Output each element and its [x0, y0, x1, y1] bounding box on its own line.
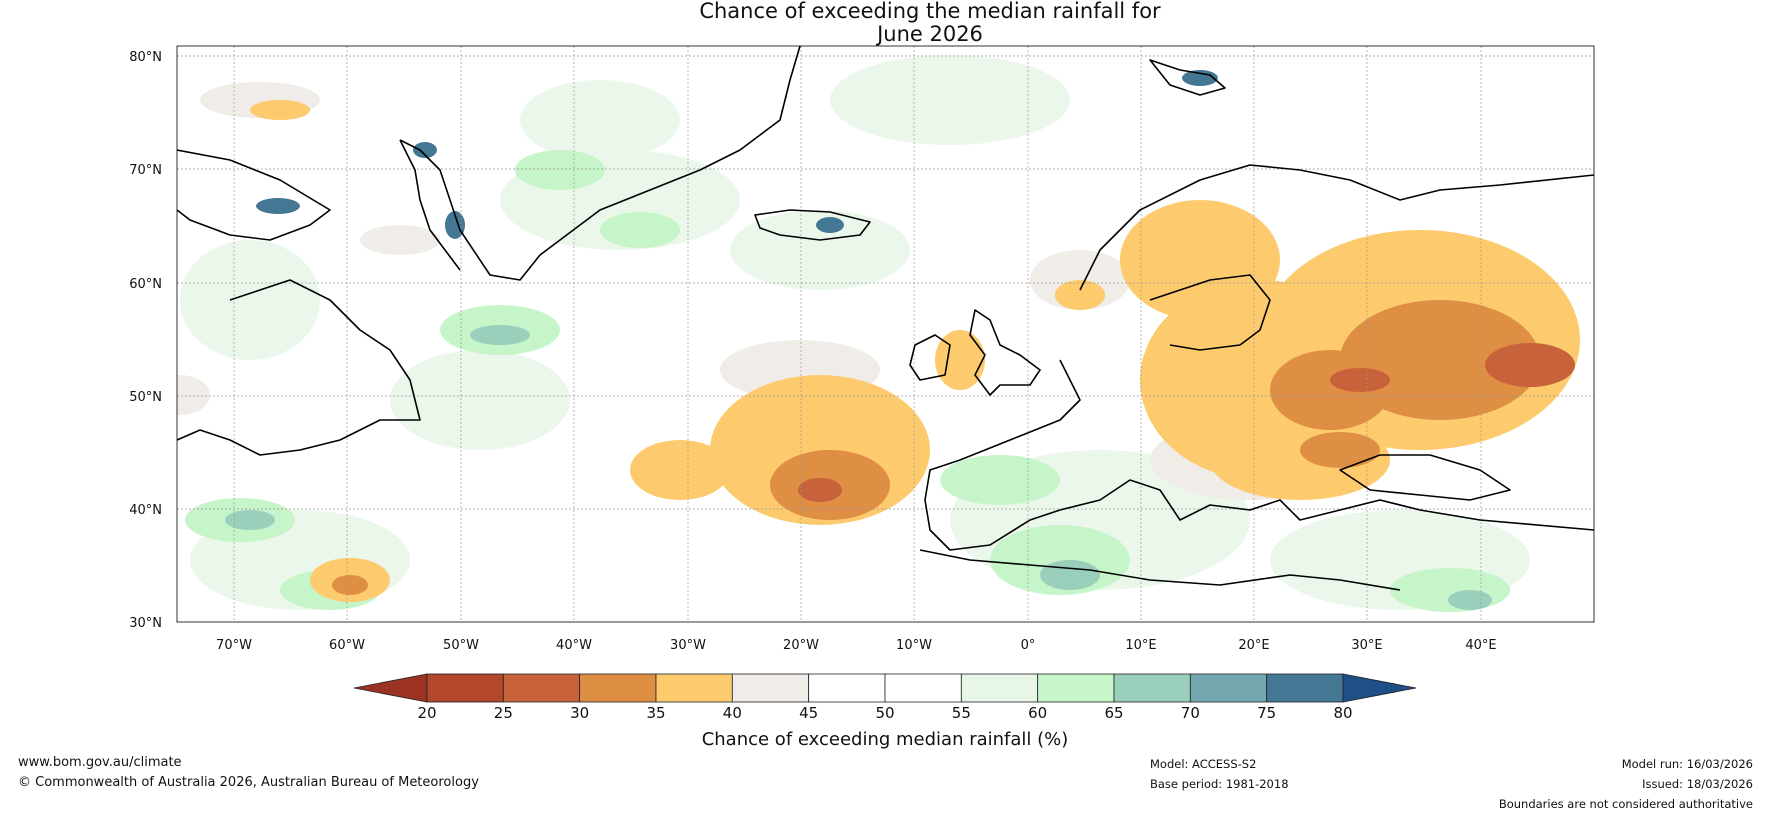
colorbar: 20 25 30 35 40 45 50 55 60 65 70 75 80 Chance of exc… — [353, 673, 1417, 750]
coastlines — [177, 46, 1594, 591]
boundaries-disclaimer: Boundaries are not considered authoritat… — [1498, 797, 1753, 811]
lat-label: 80°N — [129, 50, 162, 65]
colorbar-tick-label: 45 — [799, 704, 818, 722]
black-sea — [1339, 454, 1511, 501]
colorbar-segment — [1189, 673, 1268, 703]
lon-label: 30°E — [1351, 638, 1382, 653]
baltic-coast — [1149, 274, 1271, 351]
scandinavia-coast — [1079, 164, 1594, 291]
colorbar-tick-label: 30 — [570, 704, 589, 722]
title-line-1: Chance of exceeding the median rainfall … — [699, 0, 1161, 23]
lon-label: 40°E — [1465, 638, 1496, 653]
lat-label: 40°N — [129, 503, 162, 518]
base-period: Base period: 1981-2018 — [1150, 777, 1289, 791]
lon-label: 10°E — [1125, 638, 1156, 653]
colorbar-tick-label: 55 — [952, 704, 971, 722]
europe-atlantic-coast — [924, 359, 1081, 551]
colorbar-tick-label: 40 — [723, 704, 742, 722]
lon-label: 10°W — [896, 638, 932, 653]
map-title: Chance of exceeding the median rainfall … — [0, 0, 1770, 46]
title-line-2: June 2026 — [877, 22, 983, 46]
colorbar-segment — [655, 673, 733, 703]
colorbar-segment — [731, 673, 810, 703]
colorbar-segment — [426, 673, 504, 703]
longitude-labels: 70°W 60°W 50°W 40°W 30°W 20°W 10°W 0° 10… — [216, 638, 1497, 653]
lon-label: 70°W — [216, 638, 252, 653]
model-name: Model: ACCESS-S2 — [1150, 757, 1257, 771]
colorbar-segments — [426, 673, 1344, 703]
dry-patches-25-30 — [798, 343, 1575, 502]
labrador-coast — [177, 279, 421, 456]
lat-label: 60°N — [129, 277, 162, 292]
colorbar-tick-label: 70 — [1181, 704, 1200, 722]
colorbar-tick-label: 80 — [1333, 704, 1352, 722]
gridlines — [177, 46, 1594, 622]
lon-label: 20°W — [783, 638, 819, 653]
copyright-text: © Commonwealth of Australia 2026, Austra… — [18, 775, 479, 790]
colorbar-tick-label: 25 — [494, 704, 513, 722]
britain-coast — [969, 309, 1041, 396]
colorbar-segment — [579, 673, 657, 703]
colorbar-tick-label: 20 — [417, 704, 436, 722]
colorbar-tick-label: 65 — [1104, 704, 1123, 722]
colorbar-under-arrow — [353, 673, 428, 703]
colorbar-segment — [884, 673, 962, 703]
lon-label: 40°W — [556, 638, 592, 653]
rainfall-field — [177, 55, 1580, 612]
colorbar-segment — [1113, 673, 1191, 703]
colorbar-segment — [960, 673, 1039, 703]
colorbar-tick-label: 75 — [1257, 704, 1276, 722]
baffin-coast — [177, 149, 331, 241]
lon-label: 60°W — [329, 638, 365, 653]
mediterranean-north — [1059, 479, 1594, 531]
north-africa-coast — [919, 549, 1401, 591]
website-link[interactable]: www.bom.gov.au/climate — [18, 755, 182, 770]
colorbar-segment — [1037, 673, 1115, 703]
greenland-coast — [399, 46, 801, 281]
greenland-west — [399, 139, 461, 271]
lon-label: 0° — [1021, 638, 1036, 653]
iceland-coast — [754, 209, 871, 241]
lat-label: 50°N — [129, 390, 162, 405]
colorbar-ticks: 20 25 30 35 40 45 50 55 60 65 70 75 80 — [417, 704, 1352, 722]
colorbar-segment — [808, 673, 886, 703]
svalbard — [1149, 59, 1226, 96]
issued-date: Issued: 18/03/2026 — [1642, 777, 1753, 791]
lon-label: 20°E — [1238, 638, 1269, 653]
lat-label: 70°N — [129, 163, 162, 178]
colorbar-segment — [1266, 673, 1344, 703]
colorbar-segment — [502, 673, 581, 703]
colorbar-tick-label: 35 — [646, 704, 665, 722]
map-frame — [176, 45, 1595, 623]
lon-label: 50°W — [443, 638, 479, 653]
lat-label: 30°N — [129, 616, 162, 631]
colorbar-over-arrow — [1342, 673, 1417, 703]
colorbar-tick-label: 60 — [1028, 704, 1047, 722]
model-run: Model run: 16/03/2026 — [1621, 757, 1753, 771]
wet-spots — [256, 70, 1218, 239]
latitude-labels: 80°N 70°N 60°N 50°N 40°N 30°N — [129, 50, 162, 631]
lon-label: 30°W — [670, 638, 706, 653]
ireland-coast — [909, 334, 951, 381]
colorbar-tick-label: 50 — [875, 704, 894, 722]
colorbar-label: Chance of exceeding median rainfall (%) — [702, 729, 1069, 750]
